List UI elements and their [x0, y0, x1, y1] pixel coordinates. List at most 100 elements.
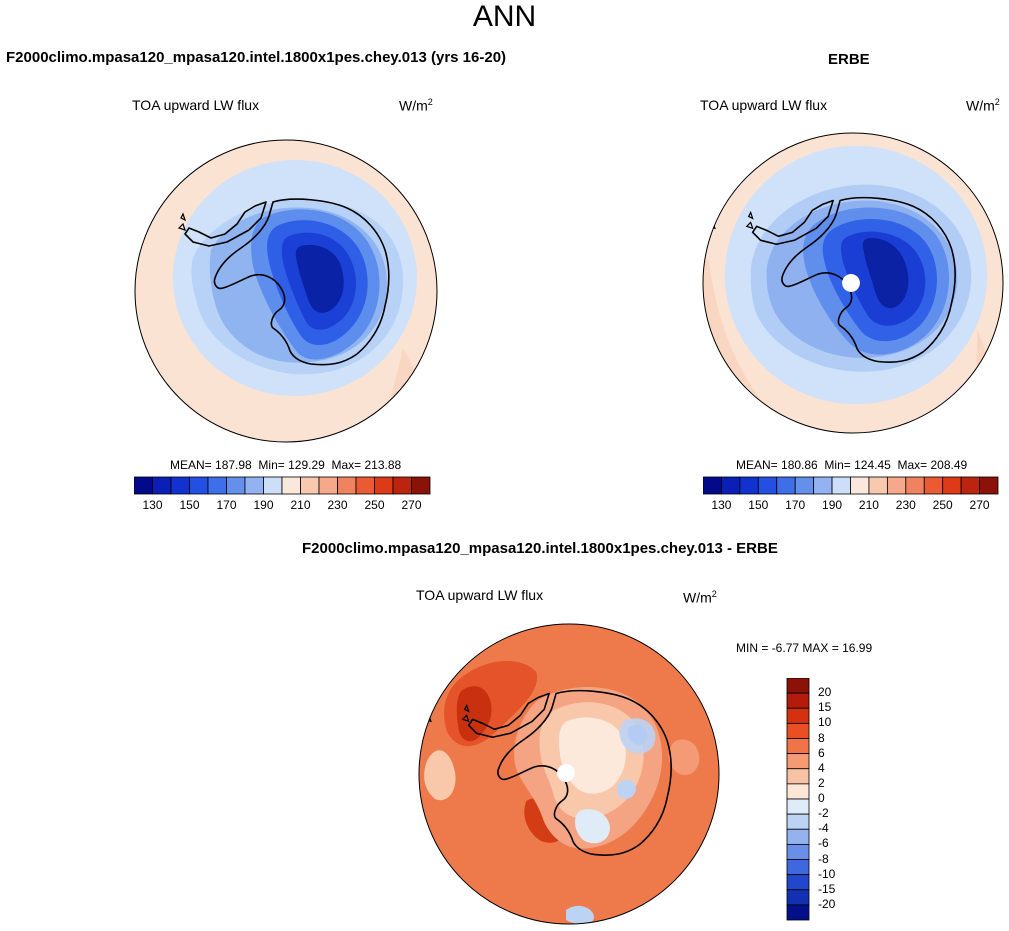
colorbar-swatch [786, 707, 810, 724]
colorbar-tick-label: 0 [818, 791, 825, 805]
colorbar-swatch [721, 476, 741, 495]
diff-missing-data-pole [557, 764, 575, 782]
colorbar-swatch [786, 874, 810, 891]
colorbar-swatch [318, 476, 338, 495]
colorbar-tick-label: -15 [818, 881, 836, 896]
colorbar-tick-label: 8 [818, 730, 825, 745]
obs-antarctica-coastline [751, 196, 956, 363]
colorbar-swatch [786, 783, 810, 800]
colorbar-tick-label: 250 [932, 498, 953, 512]
diff-cool-patch-e [616, 779, 636, 799]
colorbar-swatch [134, 476, 153, 495]
colorbar-tick-label: -6 [818, 836, 829, 851]
colorbar-swatch [786, 692, 810, 709]
colorbar-swatch [942, 476, 962, 495]
diff-antarctica-coastline [467, 689, 672, 856]
colorbar-swatch [226, 476, 246, 495]
colorbar-tick-label: 15 [818, 700, 832, 715]
diff-cool-patch-s [575, 809, 610, 844]
colorbar-swatch [786, 738, 810, 755]
colorbar-tick-label: 20 [818, 685, 832, 700]
colorbar-swatch [868, 476, 888, 495]
colorbar-swatch [923, 476, 944, 495]
obs-colorbar [703, 476, 999, 495]
obs-missing-data-pole [842, 274, 860, 292]
colorbar-tick-label: 210 [858, 498, 879, 512]
colorbar-tick-label: 270 [969, 498, 990, 512]
colorbar-swatch [152, 476, 172, 495]
colorbar-swatch [979, 476, 999, 495]
diff-units-label: W/m2 [683, 589, 717, 606]
colorbar-swatch [786, 889, 810, 906]
obs-contour-band-7 [862, 238, 909, 309]
colorbar-swatch [813, 476, 833, 495]
colorbar-swatch [886, 476, 907, 495]
colorbar-swatch [703, 476, 722, 495]
colorbar-swatch [281, 476, 301, 495]
colorbar-tick-label: 130 [142, 498, 163, 512]
colorbar-tick-label: 270 [401, 498, 422, 512]
colorbar-tick-label: -2 [818, 806, 829, 821]
colorbar-swatch [786, 678, 810, 694]
colorbar-swatch [170, 476, 190, 495]
diff-map-border [418, 623, 720, 925]
colorbar-swatch [786, 753, 810, 770]
model-contour-band-7 [295, 244, 344, 313]
model-map-border [134, 139, 438, 443]
model-polar-map [134, 139, 438, 443]
colorbar-swatch [411, 476, 431, 495]
colorbar-tick-label: 170 [216, 498, 237, 512]
obs-map-border [702, 132, 1004, 434]
colorbar-swatch [850, 476, 870, 495]
colorbar-tick-label: 190 [822, 498, 843, 512]
obs-polar-map [702, 132, 1004, 434]
colorbar-swatch [263, 476, 283, 495]
diff-light-patch-e [668, 739, 700, 776]
diff-colorbar [786, 678, 810, 921]
colorbar-tick-label: -20 [818, 896, 836, 911]
diff-cool-halo-ne [619, 718, 656, 754]
colorbar-swatch [905, 476, 925, 495]
colorbar-tick-label: 6 [818, 745, 825, 760]
diff-variable-label: TOA upward LW flux [416, 587, 544, 603]
colorbar-swatch [739, 476, 759, 495]
colorbar-swatch [786, 798, 810, 815]
colorbar-swatch [374, 476, 394, 495]
model-antarctica-coastline [184, 198, 390, 366]
colorbar-swatch [300, 476, 320, 495]
colorbar-swatch [786, 768, 810, 785]
season-title: ANN [472, 0, 537, 33]
model-units-label: W/m2 [399, 97, 433, 114]
colorbar-tick-label: 4 [818, 760, 825, 775]
colorbar-swatch [392, 476, 412, 495]
model-variable-label: TOA upward LW flux [132, 97, 260, 113]
colorbar-swatch [244, 476, 264, 495]
colorbar-swatch [786, 843, 810, 860]
colorbar-swatch [786, 828, 810, 845]
colorbar-swatch [794, 476, 815, 495]
colorbar-swatch [207, 476, 227, 495]
diff-hot-patch-nw [456, 686, 492, 742]
obs-variable-label: TOA upward LW flux [700, 97, 828, 113]
colorbar-swatch [960, 476, 980, 495]
colorbar-tick-label: -4 [818, 821, 829, 836]
diff-stats: MIN = -6.77 MAX = 16.99 [736, 641, 873, 655]
model-colorbar [134, 476, 431, 495]
colorbar-tick-label: 210 [290, 498, 311, 512]
obs-units-label: W/m2 [966, 97, 1000, 114]
diff-cool-patch-south-edge [566, 905, 594, 925]
colorbar-swatch [786, 722, 810, 739]
colorbar-swatch [831, 476, 851, 495]
colorbar-tick-label: 230 [895, 498, 916, 512]
colorbar-tick-label: 150 [179, 498, 200, 512]
colorbar-swatch [757, 476, 778, 495]
colorbar-tick-label: -10 [818, 866, 836, 881]
colorbar-tick-label: 150 [748, 498, 769, 512]
model-stats: MEAN= 187.98 Min= 129.29 Max= 213.88 [170, 458, 402, 472]
model-case-title: F2000climo.mpasa120_mpasa120.intel.1800x… [6, 49, 507, 66]
colorbar-tick-label: 170 [785, 498, 806, 512]
diff-light-patch-w [424, 750, 456, 801]
colorbar-swatch [786, 813, 810, 830]
diff-case-title: F2000climo.mpasa120_mpasa120.intel.1800x… [302, 540, 778, 557]
colorbar-tick-label: 230 [327, 498, 348, 512]
